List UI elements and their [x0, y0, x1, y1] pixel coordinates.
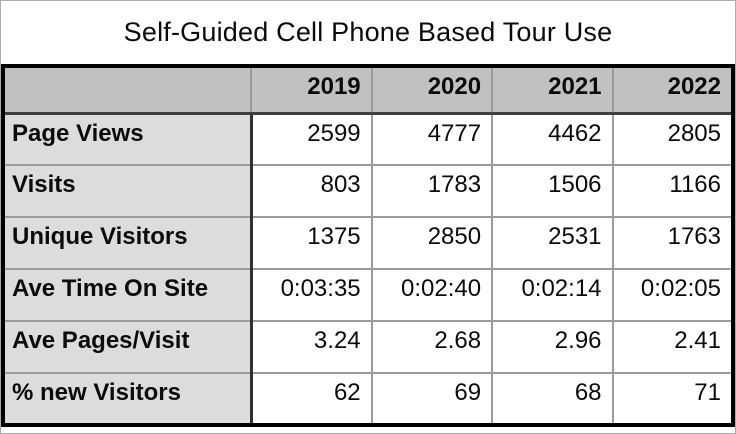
data-cell: 3.24 — [251, 320, 372, 373]
data-cell: 1763 — [611, 216, 733, 269]
table-row-ave-time-on-site: Ave Time On Site 0:03:35 0:02:40 0:02:14… — [3, 268, 733, 321]
row-label: Page Views — [3, 113, 253, 165]
year-header-2021: 2021 — [491, 66, 613, 115]
data-cell: 1783 — [370, 164, 493, 217]
table-row-page-views: Page Views 2599 4777 4462 2805 — [3, 113, 733, 165]
data-cell: 2531 — [491, 216, 613, 269]
row-label: Ave Time On Site — [3, 268, 253, 321]
row-label: Visits — [3, 164, 253, 217]
data-cell: 2850 — [370, 216, 493, 269]
row-label: % new Visitors — [3, 372, 253, 425]
page-title: Self-Guided Cell Phone Based Tour Use — [123, 17, 613, 47]
table-row-pct-new-visitors: % new Visitors 62 69 68 71 — [3, 372, 733, 425]
table-row-ave-pages-visit: Ave Pages/Visit 3.24 2.68 2.96 2.41 — [3, 320, 733, 373]
data-cell: 1375 — [251, 216, 372, 269]
data-cell: 0:02:05 — [611, 268, 733, 321]
corner-cell — [3, 66, 252, 115]
data-cell: 4777 — [370, 113, 493, 165]
year-header-2022: 2022 — [611, 66, 733, 115]
data-cell: 4462 — [491, 113, 613, 165]
data-cell: 0:02:14 — [491, 268, 613, 321]
table-row-unique-visitors: Unique Visitors 1375 2850 2531 1763 — [3, 216, 733, 269]
data-cell: 62 — [251, 372, 372, 425]
data-cell: 1166 — [611, 164, 733, 217]
data-cell: 0:02:40 — [370, 268, 493, 321]
data-cell: 2.96 — [491, 320, 613, 373]
data-cell: 2.41 — [611, 320, 733, 373]
data-cell: 71 — [611, 372, 733, 425]
row-label: Unique Visitors — [3, 216, 253, 269]
data-cell: 2805 — [611, 113, 733, 165]
tour-use-table: 2019 2020 2021 2022 Page Views 2599 4777… — [1, 64, 735, 427]
year-header-2019: 2019 — [250, 66, 372, 115]
year-header-2020: 2020 — [370, 66, 493, 115]
data-cell: 803 — [251, 164, 372, 217]
data-cell: 2599 — [251, 113, 372, 165]
table-row-visits: Visits 803 1783 1506 1166 — [3, 164, 733, 217]
row-label: Ave Pages/Visit — [3, 320, 253, 373]
data-cell: 68 — [491, 372, 613, 425]
data-cell: 2.68 — [370, 320, 493, 373]
data-cell: 69 — [370, 372, 493, 425]
header-row: 2019 2020 2021 2022 — [3, 66, 733, 115]
data-cell: 1506 — [491, 164, 613, 217]
data-cell: 0:03:35 — [251, 268, 372, 321]
